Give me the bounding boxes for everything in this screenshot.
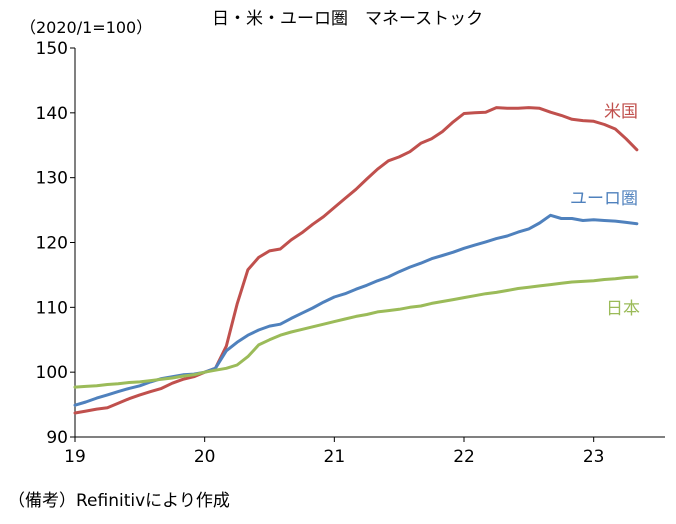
series-line-3 [73, 275, 639, 389]
series-line-1 [73, 106, 639, 415]
series-label-3: 日本 [606, 299, 640, 319]
x-tick-label: 20 [194, 447, 216, 467]
y-tick-label: 110 [36, 298, 68, 318]
series-label-1: 米国 [604, 102, 638, 122]
x-tick-label: 21 [324, 447, 346, 467]
y-tick-label: 100 [36, 363, 68, 383]
y-tick-label: 90 [46, 428, 68, 448]
x-tick-label: 22 [453, 447, 475, 467]
y-axis-unit-label: （2020/1=100） [20, 18, 153, 37]
y-tick-label: 130 [36, 169, 68, 189]
x-tick-label: 23 [583, 447, 605, 467]
y-tick-label: 140 [36, 104, 68, 124]
y-tick-label: 120 [36, 234, 68, 254]
series-label-2: ユーロ圏 [570, 189, 638, 209]
series-line-2 [73, 213, 639, 407]
y-tick-label: 150 [36, 39, 68, 59]
chart-title: 日・米・ユーロ圏 マネーストック [212, 9, 484, 29]
x-tick-label: 19 [64, 447, 86, 467]
source-note: （備考）Refinitivにより作成 [8, 491, 230, 511]
